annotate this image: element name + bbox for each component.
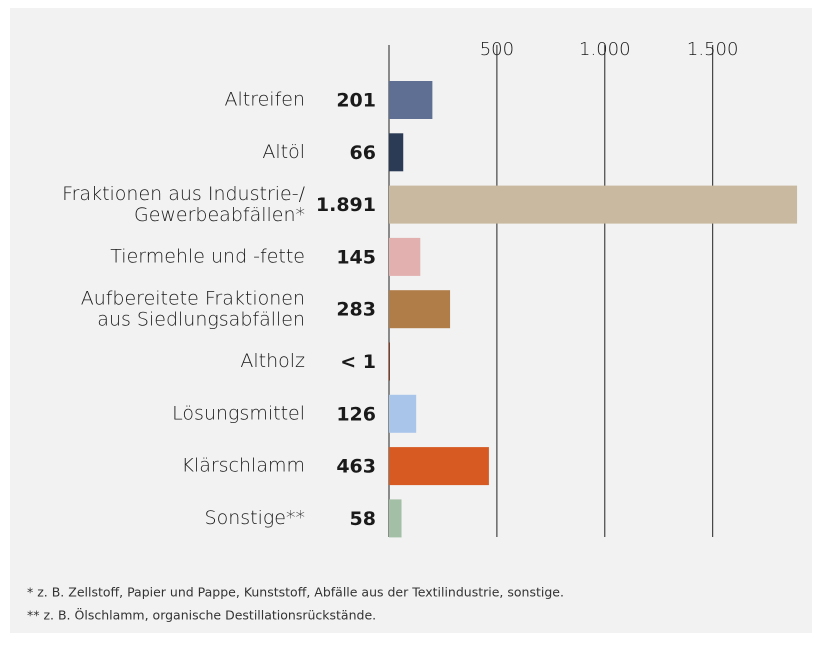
value-label: 201 xyxy=(336,90,376,112)
category-label: Sonstige** xyxy=(205,507,305,529)
value-label: < 1 xyxy=(340,351,376,373)
category-label: Tiermehle und -fette xyxy=(110,245,305,267)
footnote: ** z. B. Ölschlamm, organische Destillat… xyxy=(27,607,376,623)
category-label: Fraktionen aus Industrie-/Gewerbeabfälle… xyxy=(62,183,306,226)
category-label: Lösungsmittel xyxy=(172,402,305,424)
value-label: 66 xyxy=(350,142,376,164)
bar xyxy=(389,342,390,381)
category-label: Klärschlamm xyxy=(181,455,305,477)
bar xyxy=(389,290,451,329)
value-label: 126 xyxy=(336,403,376,425)
value-label: 463 xyxy=(336,456,376,478)
category-label: Altholz xyxy=(240,350,305,372)
bar xyxy=(389,133,404,172)
x-tick-label: 500 xyxy=(480,39,514,60)
bar xyxy=(389,447,489,486)
value-label: 145 xyxy=(336,246,376,268)
value-label: 58 xyxy=(350,508,376,530)
x-tick-label: 1.000 xyxy=(579,39,631,60)
category-label: Altreifen xyxy=(224,89,305,111)
x-tick-label: 1.500 xyxy=(687,39,739,60)
bar xyxy=(389,81,433,119)
bar xyxy=(389,499,402,538)
bar xyxy=(389,394,417,433)
footnote: * z. B. Zellstoff, Papier und Pappe, Kun… xyxy=(27,585,564,600)
bar xyxy=(389,185,798,224)
value-label: 283 xyxy=(336,299,376,321)
category-label: Altöl xyxy=(262,141,305,163)
value-label: 1.891 xyxy=(316,194,376,216)
category-label: Aufbereitete Fraktionen aus Siedlungsabfä… xyxy=(81,287,305,330)
bar xyxy=(389,237,421,276)
